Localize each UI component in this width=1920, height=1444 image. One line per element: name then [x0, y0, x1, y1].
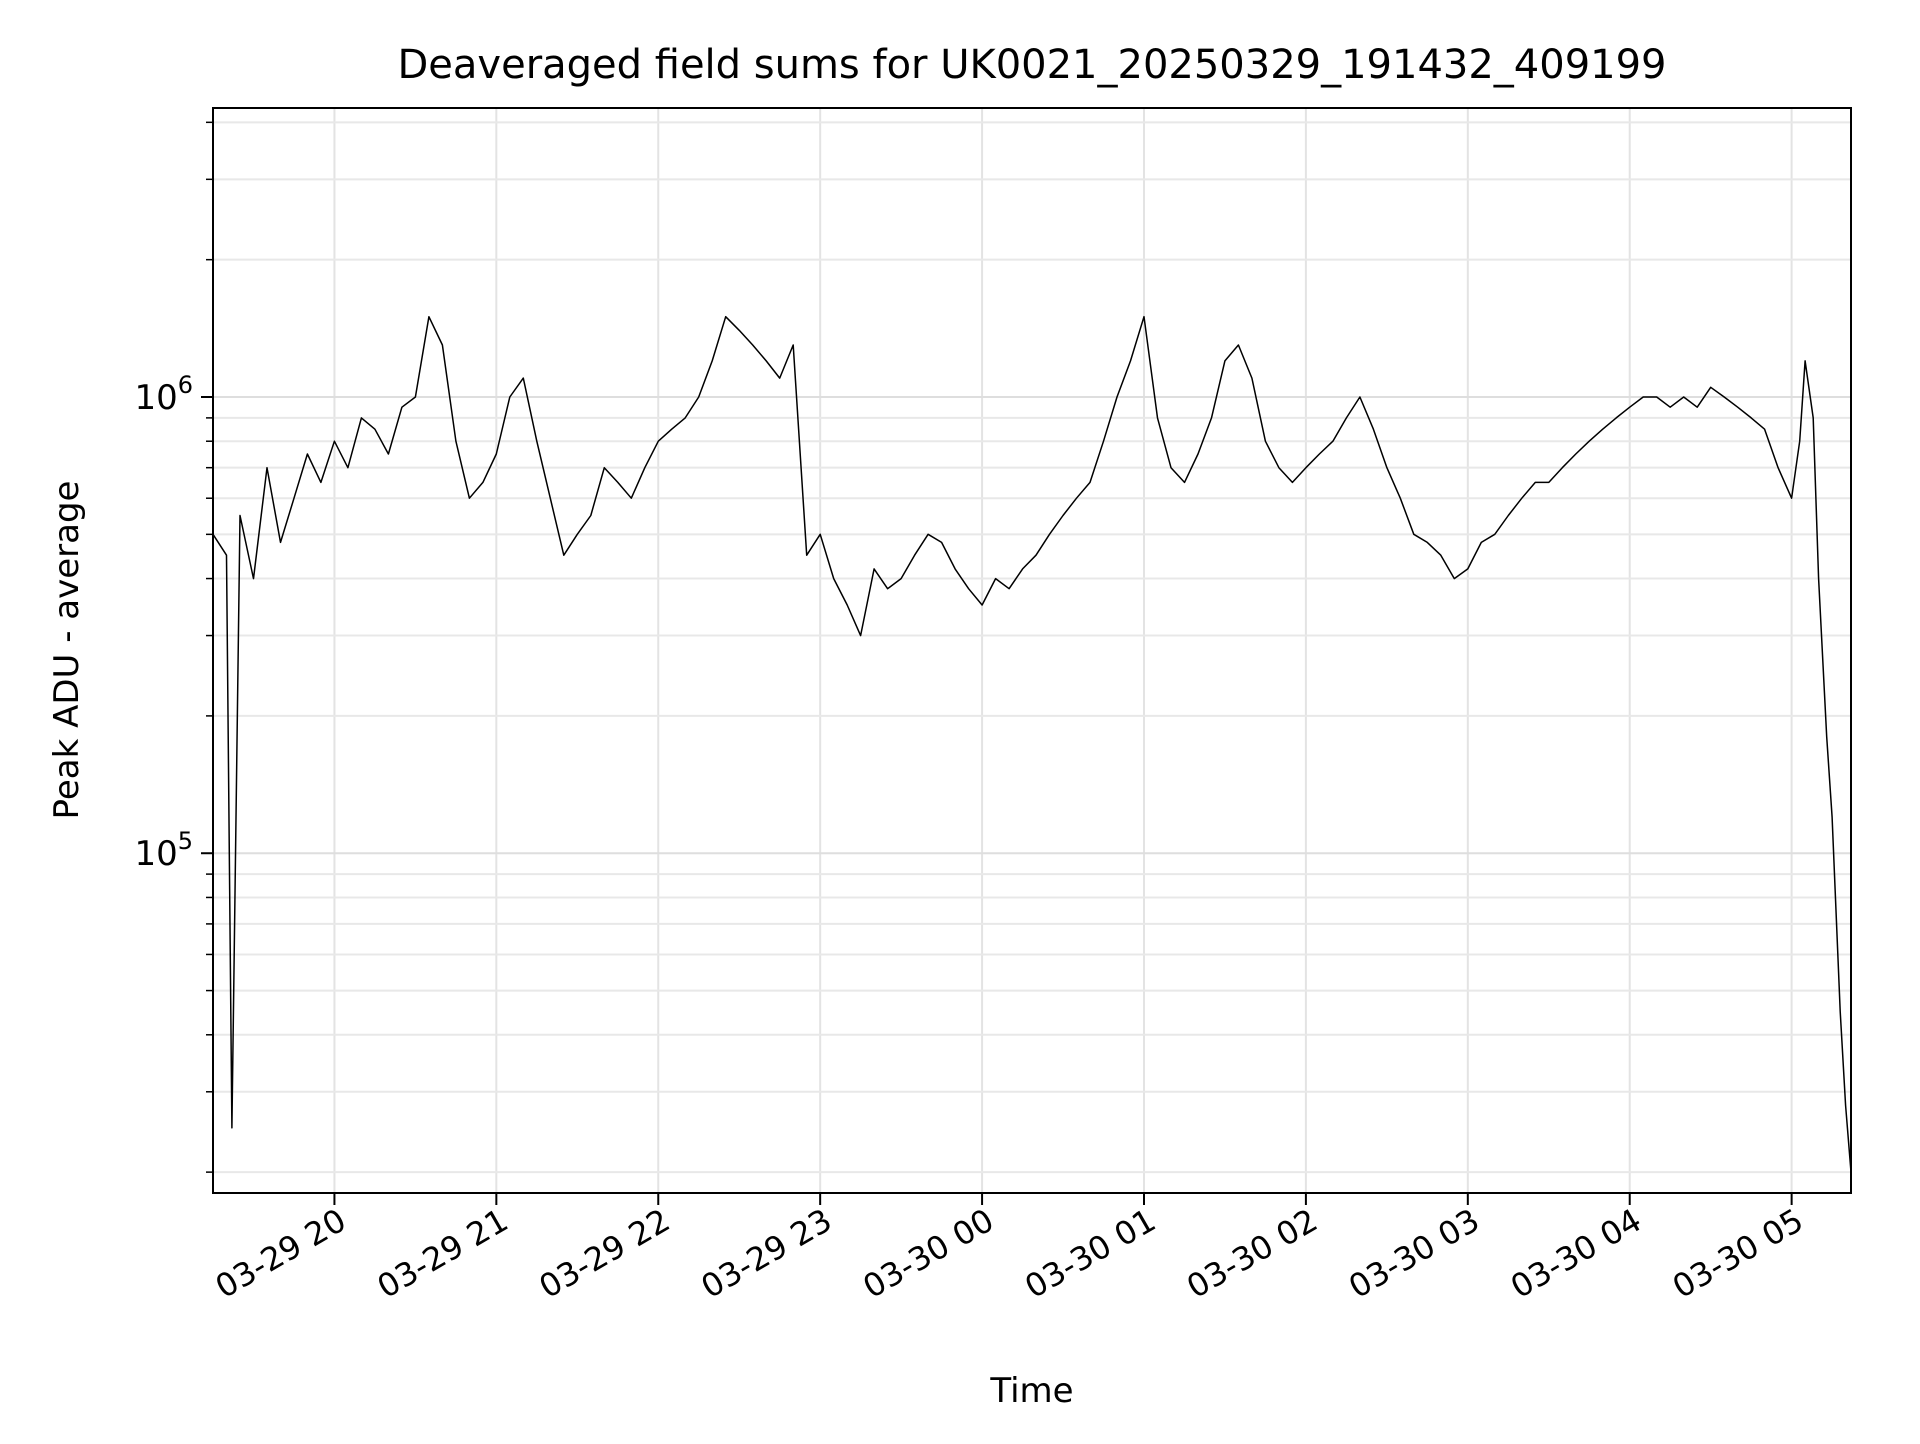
series-layer [212, 315, 1852, 1173]
y-tick-label-base: 10 [134, 834, 177, 874]
grid-lines [213, 108, 1851, 1193]
series-line [212, 315, 1852, 1173]
chart-title: Deaveraged field sums for UK0021_2025032… [397, 42, 1666, 88]
plot-frame [212, 107, 1852, 1194]
y-tick-label: 105 [134, 827, 193, 874]
y-tick-label: 106 [134, 371, 193, 418]
y-axis-label: Peak ADU - average [47, 481, 87, 820]
y-tick-label-exponent: 5 [178, 827, 193, 855]
y-tick-label-base: 10 [134, 378, 177, 418]
x-axis-label: Time [989, 1371, 1073, 1411]
y-tick-label-exponent: 6 [178, 371, 193, 399]
